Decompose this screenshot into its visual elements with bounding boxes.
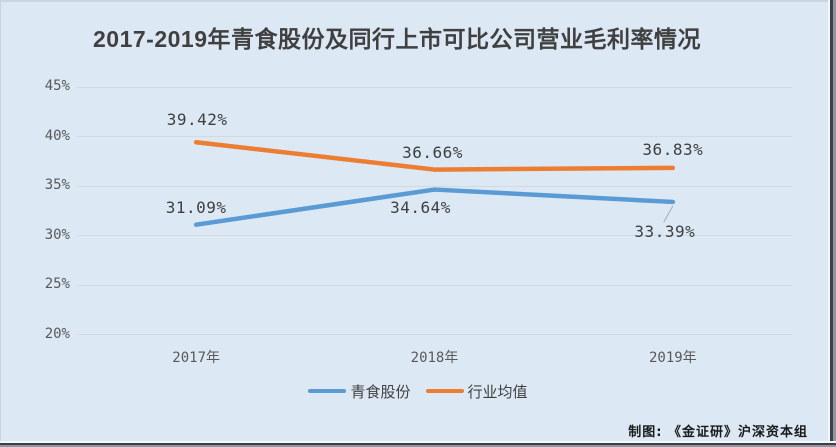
data-label: 39.42% (166, 110, 228, 130)
data-label: 36.66% (402, 142, 463, 162)
y-tick-label: 45% (44, 78, 70, 94)
legend-swatch-qingshi (308, 388, 347, 394)
window-edge-bottom (0, 441, 836, 447)
legend-swatch-industry (425, 388, 464, 394)
data-label: 34.64% (390, 197, 451, 217)
series-line-1 (193, 139, 676, 172)
gridline (77, 235, 792, 236)
data-label: 36.83% (642, 139, 704, 159)
gridline (77, 334, 792, 335)
footer-credit: 制图: 《金证研》沪深资本组 (628, 425, 808, 440)
legend: 青食股份 行业均值 (0, 381, 836, 401)
gridline (77, 136, 792, 137)
x-tick-label: 2019年 (648, 350, 697, 366)
legend-label-qingshi: 青食股份 (350, 382, 411, 401)
window-edge-left (0, 0, 1, 447)
y-tick-label: 25% (44, 276, 70, 292)
data-label: 33.39% (634, 221, 696, 241)
y-tick-label: 20% (44, 325, 70, 342)
chart-title: 2017-2019年青食股份及同行上市可比公司营业毛利率情况 (93, 26, 701, 52)
window-edge-right (828, 0, 836, 447)
gridline (77, 185, 792, 187)
x-tick-label: 2017年 (172, 350, 221, 366)
gridline (77, 86, 792, 88)
y-tick-label: 40% (44, 127, 70, 144)
data-label: 31.09% (165, 197, 227, 217)
legend-label-industry: 行业均值 (467, 382, 528, 401)
window-edge-top (0, 0, 836, 2)
series-line-0 (193, 187, 676, 227)
legend-item-industry: 行业均值 (425, 381, 528, 402)
x-tick-label: 2018年 (410, 350, 459, 366)
y-tick-label: 35% (44, 177, 70, 193)
legend-item-qingshi: 青食股份 (308, 381, 411, 402)
y-tick-label: 30% (44, 226, 70, 243)
label-leader-line (663, 205, 674, 223)
gridline (77, 284, 792, 286)
